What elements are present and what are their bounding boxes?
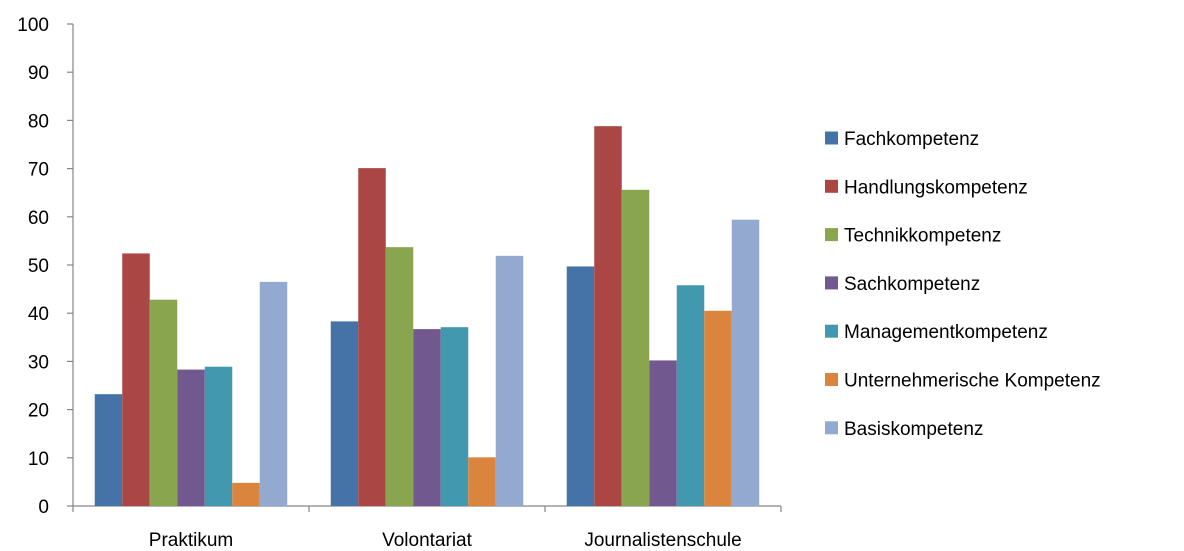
- legend-label: Unternehmerische Kompetenz: [844, 371, 1101, 392]
- bar-technikkompetenz-volontariat: [385, 247, 414, 506]
- y-tick-label: 30: [28, 352, 49, 373]
- bar-handlungskompetenz-praktikum: [122, 253, 150, 506]
- legend-label: Sachkompetenz: [844, 274, 980, 295]
- x-category-label: Volontariat: [382, 530, 473, 551]
- bar-managementkompetenz-praktikum: [204, 366, 233, 506]
- y-tick-labels: 0 10 20 30 40 50 60 70 80 90 100: [17, 15, 49, 518]
- legend-swatch: [825, 131, 838, 145]
- legend-swatch: [825, 179, 838, 193]
- bar-unternehmerische-kompetenz-volontariat: [468, 457, 496, 506]
- x-category-label: Praktikum: [149, 530, 233, 551]
- legend-label: Handlungskompetenz: [844, 177, 1028, 198]
- bar-technikkompetenz-journalistenschule: [621, 189, 650, 507]
- bar-basiskompetenz-journalistenschule: [731, 219, 760, 506]
- bars: [94, 126, 760, 507]
- legend-label: Fachkompetenz: [844, 129, 979, 150]
- bar-sachkompetenz-volontariat: [413, 329, 441, 506]
- y-tick-label: 40: [28, 304, 49, 325]
- bar-handlungskompetenz-volontariat: [358, 168, 386, 507]
- legend-label: Basiskompetenz: [844, 419, 983, 440]
- legend-swatch: [825, 324, 838, 338]
- bar-technikkompetenz-praktikum: [149, 299, 178, 506]
- bar-managementkompetenz-journalistenschule: [676, 285, 705, 506]
- bar-handlungskompetenz-journalistenschule: [594, 126, 622, 507]
- bar-fachkompetenz-journalistenschule: [566, 266, 595, 506]
- x-category-labels: Praktikum Volontariat Journalistenschule: [149, 530, 742, 551]
- legend-label: Technikkompetenz: [844, 226, 1001, 247]
- y-tick-label: 50: [28, 256, 49, 277]
- y-tick-label: 80: [28, 111, 49, 132]
- bar-managementkompetenz-volontariat: [440, 327, 469, 506]
- legend-label: Managementkompetenz: [844, 322, 1048, 343]
- y-tick-label: 90: [28, 63, 49, 84]
- bar-fachkompetenz-praktikum: [94, 394, 123, 506]
- x-category-label: Journalistenschule: [584, 530, 741, 551]
- bar-basiskompetenz-praktikum: [259, 281, 288, 506]
- bar-basiskompetenz-volontariat: [495, 255, 524, 506]
- y-tick-label: 20: [28, 401, 49, 422]
- bar-sachkompetenz-journalistenschule: [649, 360, 677, 506]
- legend-swatch: [825, 276, 838, 290]
- y-tick-label: 0: [38, 497, 49, 518]
- y-tick-label: 100: [17, 15, 49, 36]
- legend: Fachkompetenz Handlungskompetenz Technikko…: [825, 129, 1101, 440]
- y-tick-label: 10: [28, 449, 49, 470]
- y-tick-label: 70: [28, 160, 49, 181]
- bar-sachkompetenz-praktikum: [177, 369, 205, 506]
- bar-fachkompetenz-volontariat: [330, 321, 359, 506]
- bar-unternehmerische-kompetenz-praktikum: [232, 482, 260, 506]
- bar-unternehmerische-kompetenz-journalistenschule: [704, 310, 732, 506]
- y-tick-label: 60: [28, 208, 49, 229]
- legend-swatch: [825, 421, 838, 435]
- legend-swatch: [825, 373, 838, 386]
- legend-swatch: [825, 228, 838, 242]
